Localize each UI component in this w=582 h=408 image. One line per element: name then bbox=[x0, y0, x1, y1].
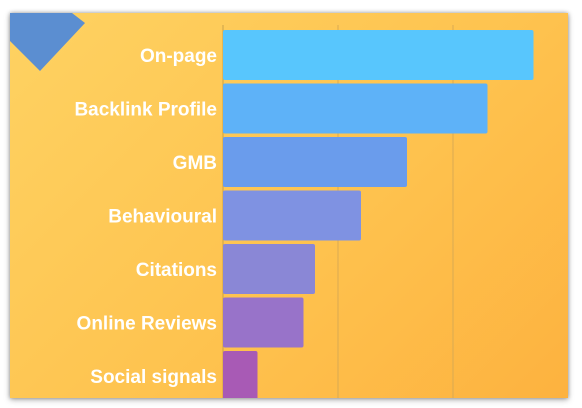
bar-online-reviews bbox=[223, 297, 304, 348]
category-label: Social signals bbox=[90, 367, 217, 388]
bar-backlink-profile bbox=[223, 83, 488, 134]
bar-on-page bbox=[223, 30, 534, 80]
category-label: GMB bbox=[173, 153, 217, 174]
category-label: Online Reviews bbox=[77, 314, 217, 335]
category-label: On-page bbox=[140, 46, 217, 67]
category-label: Backlink Profile bbox=[74, 100, 217, 121]
category-label: Citations bbox=[136, 260, 217, 281]
category-label: Behavioural bbox=[108, 207, 217, 228]
bar-gmb bbox=[223, 137, 407, 187]
chart-frame: On-page Backlink Profile GMB Behavioural Cit… bbox=[10, 13, 568, 398]
corner-decoration bbox=[10, 13, 85, 71]
bar-citations bbox=[223, 244, 315, 294]
bar-behavioural bbox=[223, 190, 361, 241]
bar-chart: On-page Backlink Profile GMB Behavioural Cit… bbox=[10, 13, 534, 398]
bar-social-signals bbox=[223, 351, 258, 398]
